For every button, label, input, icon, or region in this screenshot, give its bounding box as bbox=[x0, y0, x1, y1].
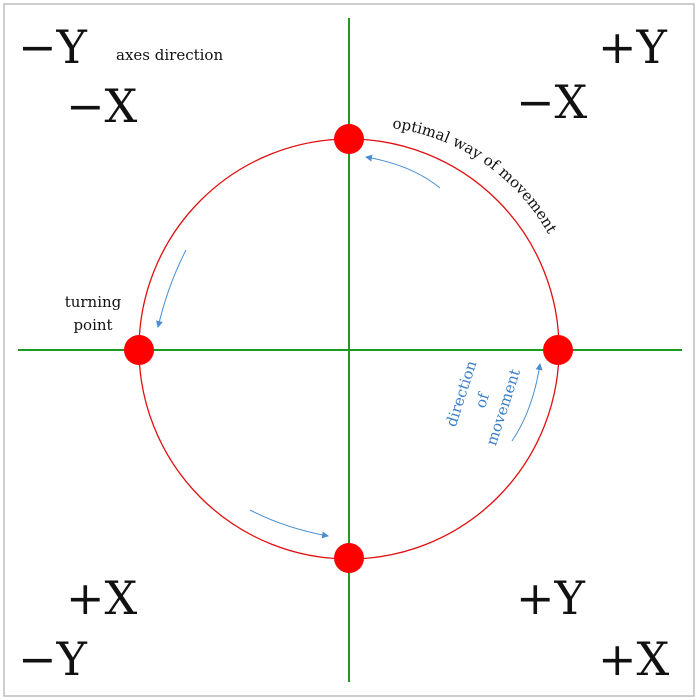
turning-point-left bbox=[124, 335, 154, 365]
axes-direction-caption: axes direction bbox=[116, 46, 223, 64]
arrow-top-right bbox=[365, 154, 441, 189]
label-top-right-second: −X bbox=[516, 75, 588, 129]
turning-point-top bbox=[334, 124, 364, 154]
label-bottom-right-first: +Y bbox=[516, 571, 586, 625]
label-bottom-left-second: −Y bbox=[18, 632, 88, 686]
label-bottom-left-first: +X bbox=[66, 571, 138, 625]
label-top-left-second: −X bbox=[66, 79, 138, 133]
label-top-left-first: −Y bbox=[18, 20, 88, 74]
turning-point-right bbox=[543, 335, 573, 365]
label-bottom-right-second: +X bbox=[598, 632, 670, 686]
label-top-right-first: +Y bbox=[598, 20, 668, 74]
arrow-right bbox=[511, 363, 543, 442]
arrow-left bbox=[155, 249, 187, 328]
turning-point-label-line2: point bbox=[73, 316, 112, 334]
turning-point-label-line1: turning bbox=[65, 293, 122, 311]
turning-point-bottom bbox=[334, 543, 364, 573]
arrow-bottom bbox=[249, 509, 329, 539]
